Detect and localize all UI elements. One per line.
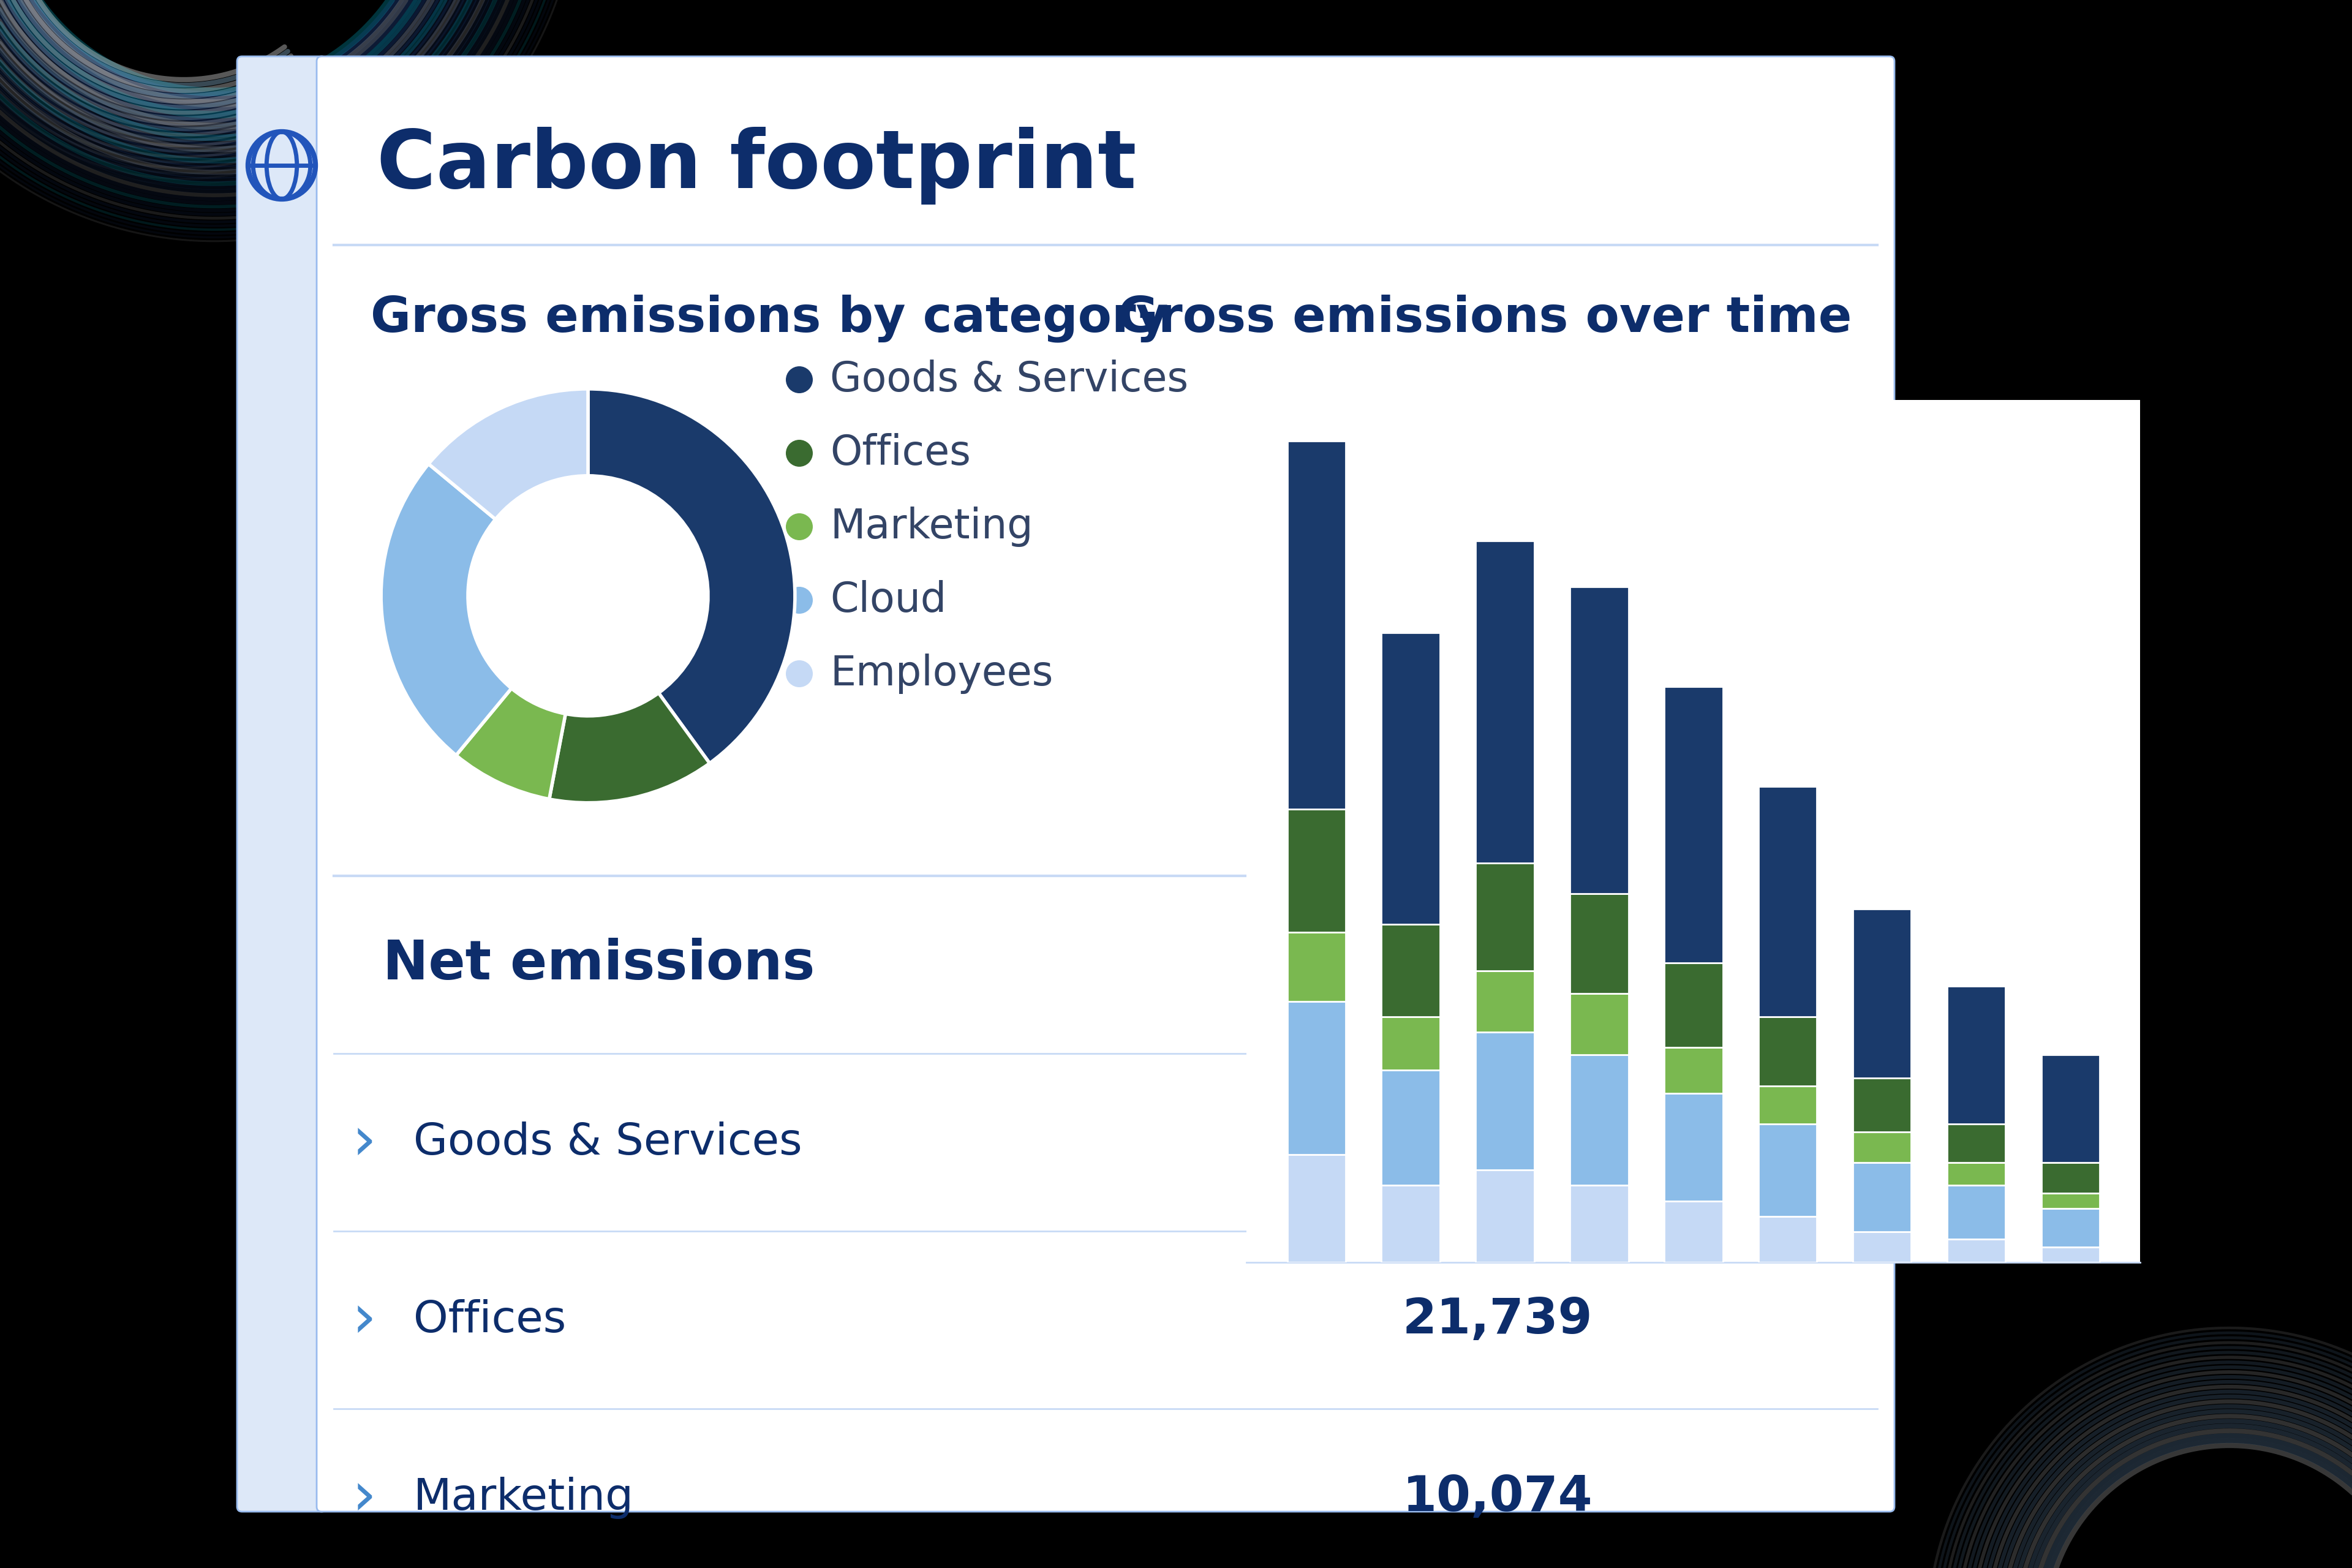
Bar xyxy=(1665,1047,1722,1093)
Circle shape xyxy=(786,586,814,613)
Bar xyxy=(1381,1016,1439,1071)
Circle shape xyxy=(786,513,814,541)
Bar xyxy=(2042,1162,2100,1193)
Bar xyxy=(1381,925,1439,1016)
Bar xyxy=(1665,1093,1722,1201)
Text: Gross emissions by category: Gross emissions by category xyxy=(372,295,1169,342)
Text: Marketing: Marketing xyxy=(414,1477,635,1519)
Bar xyxy=(1381,633,1439,925)
Bar xyxy=(1475,1170,1534,1262)
Bar xyxy=(1571,1185,1628,1262)
Wedge shape xyxy=(381,464,510,756)
Text: ›: › xyxy=(353,1468,376,1527)
Bar xyxy=(1947,986,2006,1124)
Text: tCO: tCO xyxy=(1609,942,1696,988)
Bar xyxy=(1759,786,1816,1016)
Text: Offices: Offices xyxy=(830,433,971,474)
Text: Employees: Employees xyxy=(830,654,1054,695)
Bar xyxy=(1853,1231,1912,1262)
Bar xyxy=(1947,1185,2006,1239)
Bar xyxy=(1853,1079,1912,1132)
Text: Goods & Services: Goods & Services xyxy=(830,359,1188,400)
Circle shape xyxy=(786,660,814,687)
Text: Cloud: Cloud xyxy=(830,580,946,621)
Bar xyxy=(1759,1085,1816,1124)
Bar xyxy=(1947,1124,2006,1162)
Text: Offices: Offices xyxy=(414,1298,567,1341)
Text: 2: 2 xyxy=(1710,960,1729,991)
Bar xyxy=(1853,1162,1912,1231)
Circle shape xyxy=(786,367,814,394)
Circle shape xyxy=(786,439,814,467)
Bar xyxy=(1475,541,1534,862)
Text: 97,588: 97,588 xyxy=(1402,1118,1592,1167)
Text: ›: › xyxy=(353,1113,376,1171)
Bar xyxy=(1287,1002,1345,1154)
Bar xyxy=(1853,1132,1912,1162)
Text: e: e xyxy=(1726,942,1757,988)
Text: Marketing: Marketing xyxy=(830,506,1033,547)
Text: 21,739: 21,739 xyxy=(1402,1297,1592,1344)
Wedge shape xyxy=(588,389,795,764)
Text: ›: › xyxy=(353,1290,376,1350)
Bar xyxy=(2042,1247,2100,1262)
Bar xyxy=(1947,1239,2006,1262)
Bar xyxy=(1947,1162,2006,1185)
Bar xyxy=(1287,1154,1345,1262)
Wedge shape xyxy=(456,688,564,800)
FancyBboxPatch shape xyxy=(238,56,327,1512)
Bar xyxy=(1571,894,1628,994)
Bar xyxy=(1665,1201,1722,1262)
Bar xyxy=(1475,862,1534,971)
Text: Carbon footprint: Carbon footprint xyxy=(376,127,1136,204)
Bar xyxy=(1287,441,1345,809)
Text: Goods & Services: Goods & Services xyxy=(414,1121,802,1163)
Bar xyxy=(1759,1217,1816,1262)
Bar xyxy=(1759,1016,1816,1085)
Bar xyxy=(1665,963,1722,1047)
Bar xyxy=(1665,687,1722,963)
Bar xyxy=(1287,809,1345,931)
Bar xyxy=(1475,1032,1534,1170)
Text: 10,074: 10,074 xyxy=(1402,1474,1592,1521)
Bar xyxy=(2042,1193,2100,1209)
Bar xyxy=(1381,1185,1439,1262)
Wedge shape xyxy=(550,693,710,803)
Text: Net emissions: Net emissions xyxy=(383,938,814,991)
Bar xyxy=(1571,1055,1628,1185)
Wedge shape xyxy=(428,389,588,519)
Bar xyxy=(1759,1124,1816,1217)
Text: Gross emissions over time: Gross emissions over time xyxy=(1117,295,1851,342)
Bar xyxy=(1571,994,1628,1055)
Bar xyxy=(1381,1071,1439,1185)
Bar xyxy=(1475,971,1534,1032)
FancyBboxPatch shape xyxy=(318,56,1893,1512)
Bar xyxy=(2042,1055,2100,1162)
Bar xyxy=(1853,909,1912,1079)
Bar xyxy=(1287,931,1345,1002)
Bar xyxy=(2042,1209,2100,1247)
Text: 177,204: 177,204 xyxy=(1357,935,1637,994)
Bar xyxy=(1571,586,1628,894)
